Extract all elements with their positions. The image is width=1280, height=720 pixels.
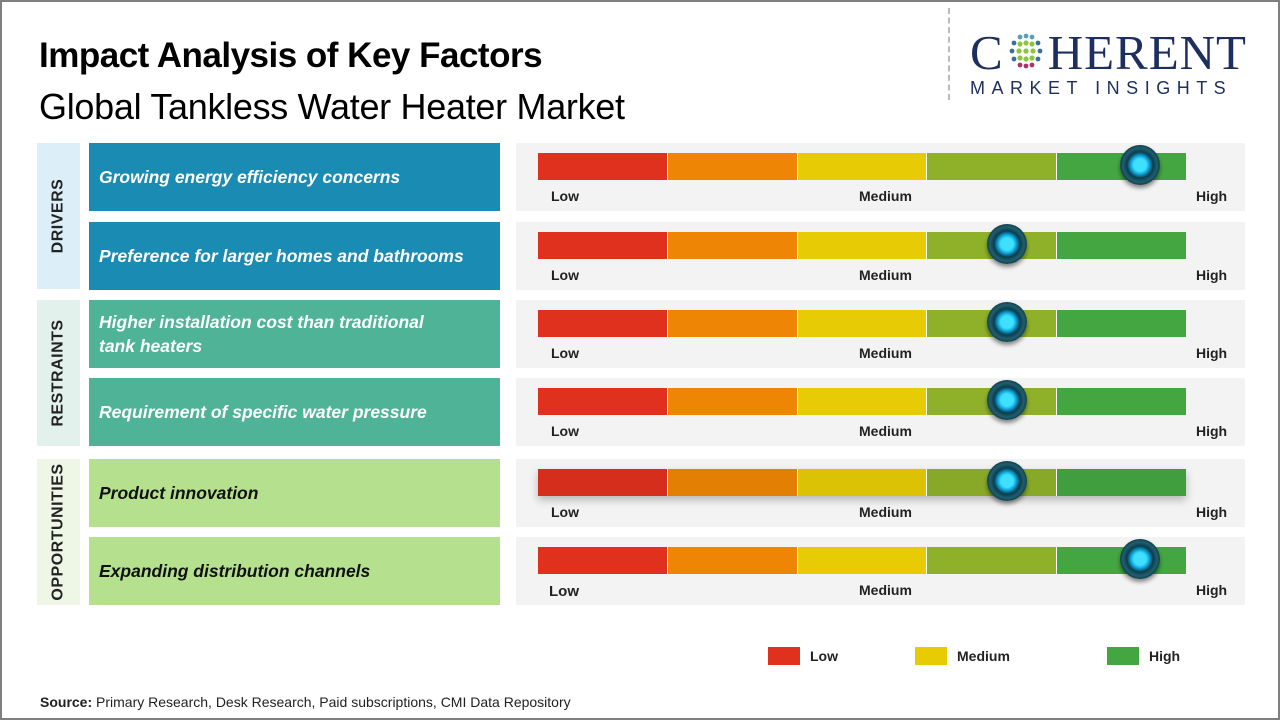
segment-medium: [797, 547, 928, 574]
logo-tagline: MARKET INSIGHTS: [970, 78, 1233, 98]
scale-label-high: High: [1196, 267, 1228, 283]
scale-label-low: Low: [551, 504, 579, 520]
scale-label-high: High: [1196, 582, 1228, 598]
legend-swatch-high: [1107, 647, 1139, 665]
category-drivers: DRIVERS: [37, 143, 80, 289]
scale-label-medium: Medium: [859, 504, 912, 520]
segment-low: [538, 388, 668, 415]
segment-high: [1057, 232, 1186, 259]
factor-label: Product innovation: [89, 459, 500, 527]
impact-scale-bar: [538, 310, 1186, 337]
impact-indicator-knob: [987, 461, 1027, 501]
segment-low: [538, 547, 668, 574]
impact-scale-bar: [538, 547, 1186, 574]
chart-title: Impact Analysis of Key Factors: [39, 36, 543, 75]
segment-low-medium: [667, 232, 798, 259]
factor-label: Higher installation cost than traditiona…: [89, 300, 500, 368]
segment-medium-high: [927, 153, 1058, 180]
segment-low: [538, 310, 668, 337]
scale-label-high: High: [1196, 345, 1228, 361]
scale-label-high: High: [1196, 188, 1228, 204]
segment-low: [538, 469, 668, 496]
impact-gauge-row: Low Medium High: [516, 537, 1245, 605]
segment-low-medium: [667, 388, 798, 415]
legend-item-medium: Medium: [915, 647, 1010, 665]
scale-label-low: Low: [551, 188, 579, 204]
impact-gauge-row: Low Medium High: [516, 378, 1245, 446]
legend-swatch-low: [768, 647, 800, 665]
logo-wordmark: C HERENT: [970, 25, 1247, 80]
legend-swatch-medium: [915, 647, 947, 665]
impact-gauge-row: Low Medium High: [516, 143, 1245, 211]
segment-medium: [797, 388, 928, 415]
impact-scale-bar: [538, 232, 1186, 259]
segment-medium-high: [927, 547, 1058, 574]
scale-label-high: High: [1196, 504, 1228, 520]
scale-label-medium: Medium: [859, 582, 912, 598]
segment-medium: [797, 153, 928, 180]
company-logo: C HERENT MARKET INSIGHTS: [970, 25, 1260, 99]
chart-subtitle: Global Tankless Water Heater Market: [39, 86, 625, 127]
segment-low-medium: [667, 153, 798, 180]
segment-high: [1057, 310, 1186, 337]
scale-label-medium: Medium: [859, 267, 912, 283]
segment-low-medium: [667, 547, 798, 574]
factor-label: Requirement of specific water pressure: [89, 378, 500, 446]
globe-dots-icon: [1009, 33, 1043, 69]
impact-scale-bar: [538, 388, 1186, 415]
source-note: Source: Primary Research, Desk Research,…: [40, 694, 571, 710]
scale-label-medium: Medium: [859, 345, 912, 361]
scale-label-low: Low: [551, 345, 579, 361]
impact-indicator-knob: [987, 380, 1027, 420]
legend-item-high: High: [1107, 647, 1180, 665]
segment-medium: [797, 469, 928, 496]
legend-item-low: Low: [768, 647, 838, 665]
header-divider: [948, 8, 950, 100]
impact-gauge-row: Low Medium High: [516, 459, 1245, 527]
impact-gauge-row: Low Medium High: [516, 222, 1245, 290]
scale-label-medium: Medium: [859, 423, 912, 439]
category-opportunities: OPPORTUNITIES: [37, 459, 80, 605]
segment-medium: [797, 310, 928, 337]
factor-label: Expanding distribution channels: [89, 537, 500, 605]
scale-label-low: Low: [551, 423, 579, 439]
segment-high: [1057, 469, 1186, 496]
factor-label: Preference for larger homes and bathroom…: [89, 222, 500, 290]
segment-low-medium: [667, 469, 798, 496]
factor-label: Growing energy efficiency concerns: [89, 143, 500, 211]
segment-low: [538, 153, 668, 180]
impact-indicator-knob: [987, 302, 1027, 342]
impact-gauge-row: Low Medium High: [516, 300, 1245, 368]
scale-label-medium: Medium: [859, 188, 912, 204]
scale-label-high: High: [1196, 423, 1228, 439]
segment-low-medium: [667, 310, 798, 337]
segment-low: [538, 232, 668, 259]
category-restraints: RESTRAINTS: [37, 300, 80, 446]
impact-scale-bar: [538, 469, 1186, 496]
impact-indicator-knob: [987, 224, 1027, 264]
impact-indicator-knob: [1120, 539, 1160, 579]
segment-medium: [797, 232, 928, 259]
impact-indicator-knob: [1120, 145, 1160, 185]
scale-label-low: Low: [549, 583, 579, 600]
segment-high: [1057, 388, 1186, 415]
impact-scale-bar: [538, 153, 1186, 180]
scale-label-low: Low: [551, 267, 579, 283]
